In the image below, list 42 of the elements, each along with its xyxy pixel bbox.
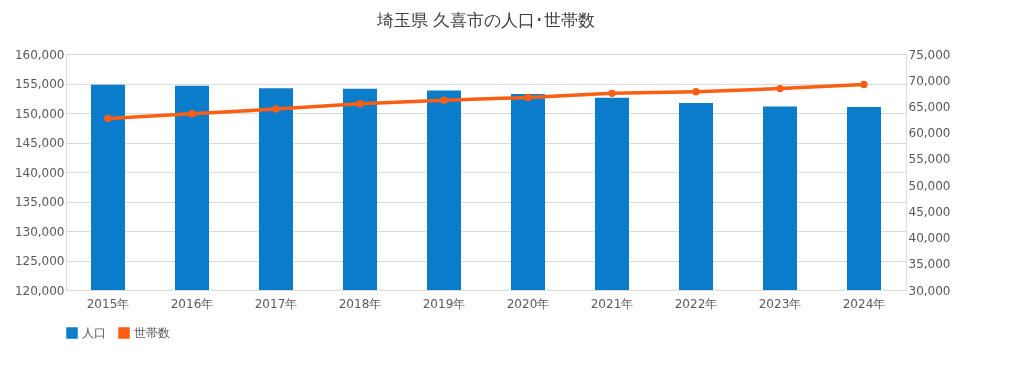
x-tick-label: 2022年 [674, 296, 718, 311]
point [608, 89, 616, 98]
y2-tick-label: 55,000 [908, 152, 951, 167]
chart-title: 埼玉県 久喜市の人口･世帯数 [375, 10, 596, 30]
y-tick-label: 130,000 [14, 224, 65, 239]
y-tick-label: 125,000 [14, 254, 65, 268]
y-tick-label: 140,000 [14, 165, 65, 180]
x-tick-label: 2020年 [506, 296, 550, 311]
y-tick-label: 150,000 [14, 106, 65, 121]
y2-tick-label: 35,000 [908, 257, 951, 272]
x-tick-label: 2018年 [338, 296, 382, 311]
x-tick-label: 2024年 [842, 296, 886, 311]
y2-tick-label: 70,000 [908, 73, 951, 88]
y-tick-label: 160,000 [14, 47, 65, 62]
y-tick-label: 145,000 [14, 136, 65, 150]
y2-tick-label: 30,000 [908, 283, 951, 298]
point [356, 100, 364, 108]
point [272, 105, 280, 113]
legend-label: 人口 [82, 326, 106, 340]
x-tick-label: 2017年 [254, 296, 298, 311]
point [440, 96, 448, 104]
x-tick-label: 2019年 [422, 296, 466, 311]
x-tick-label: 2015年 [86, 296, 130, 311]
y2-tick-label: 60,000 [908, 126, 951, 141]
x-tick-label: 2023年 [758, 296, 802, 311]
x-tick-label: 2016年 [170, 296, 214, 311]
x-tick-label: 2021年 [590, 296, 634, 311]
y2-tick-label: 50,000 [908, 178, 951, 193]
y2-tick-label: 40,000 [908, 231, 951, 246]
point [524, 93, 532, 102]
y-tick-label: 155,000 [14, 77, 65, 91]
y2-tick-label: 75,000 [908, 47, 951, 62]
y2-tick-label: 45,000 [908, 204, 951, 219]
point [692, 88, 700, 96]
point [188, 110, 196, 118]
legend-label: 世帯数 [134, 326, 170, 340]
y2-tick-label: 65,000 [908, 99, 951, 114]
y-tick-label: 135,000 [14, 195, 65, 209]
y-tick-label: 120,000 [14, 283, 65, 298]
point [104, 114, 112, 123]
point [860, 80, 868, 89]
point [776, 84, 784, 93]
